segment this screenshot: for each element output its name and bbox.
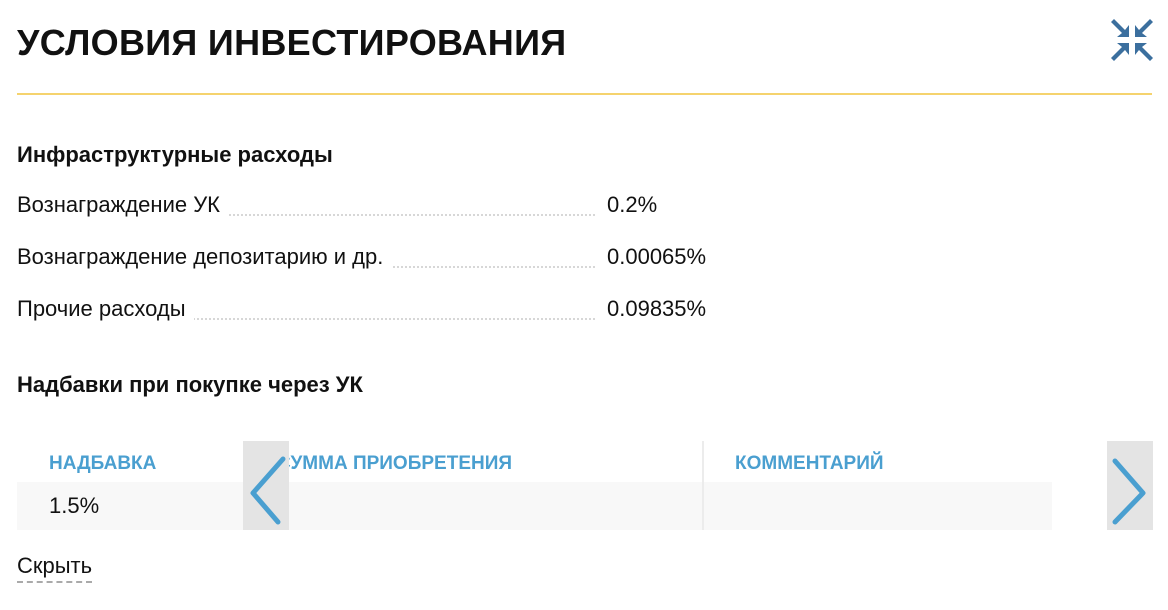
column-header: КОММЕНТАРИЙ: [735, 453, 884, 474]
markup-heading: Надбавки при покупке через УК: [17, 372, 363, 397]
scroll-left-button[interactable]: [243, 441, 289, 530]
infra-row: Вознаграждение УК 0.2%: [17, 192, 737, 222]
divider: [17, 93, 1152, 95]
chevron-left-icon: [250, 456, 286, 525]
infra-row: Вознаграждение депозитарию и др. 0.00065%: [17, 244, 737, 274]
scroll-right-button[interactable]: [1107, 441, 1153, 530]
table-row: [17, 482, 1052, 530]
column-header: НАДБАВКА: [49, 453, 157, 474]
row-label: Прочие расходы: [17, 296, 194, 322]
row-label: Вознаграждение УК: [17, 192, 228, 218]
row-label: Вознаграждение депозитарию и др.: [17, 244, 392, 270]
column-header: СУММА ПРИОБРЕТЕНИЯ: [277, 453, 513, 474]
collapse-arrows-icon[interactable]: [1110, 18, 1154, 62]
infra-heading: Инфраструктурные расходы: [17, 142, 333, 167]
row-value: 0.09835%: [607, 296, 707, 321]
chevron-right-icon: [1112, 458, 1146, 525]
markup-table: НАДБАВКА СУММА ПРИОБРЕТЕНИЯ КОММЕНТАРИЙ …: [17, 441, 1052, 530]
infra-row: Прочие расходы 0.09835%: [17, 296, 737, 326]
column-divider: [702, 441, 704, 530]
row-value: 0.2%: [607, 192, 658, 217]
table-cell: 1.5%: [49, 493, 100, 518]
page-title: УСЛОВИЯ ИНВЕСТИРОВАНИЯ: [17, 22, 567, 63]
hide-link[interactable]: Скрыть: [17, 553, 93, 583]
row-value: 0.00065%: [607, 244, 707, 269]
